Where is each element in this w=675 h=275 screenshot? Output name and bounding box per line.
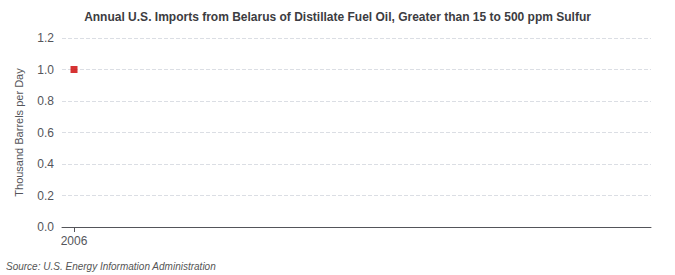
svg-text:2006: 2006 (61, 234, 88, 248)
svg-text:Annual U.S. Imports from Belar: Annual U.S. Imports from Belarus of Dist… (84, 10, 591, 24)
svg-text:1.0: 1.0 (37, 63, 54, 77)
svg-text:0.2: 0.2 (37, 189, 54, 203)
svg-text:Thousand Barrels per Day: Thousand Barrels per Day (13, 68, 25, 197)
svg-text:1.2: 1.2 (37, 31, 54, 45)
svg-text:0.0: 0.0 (37, 220, 54, 234)
svg-text:Source: U.S. Energy Informatio: Source: U.S. Energy Information Administ… (6, 261, 216, 272)
svg-text:0.8: 0.8 (37, 94, 54, 108)
svg-text:0.4: 0.4 (37, 157, 54, 171)
svg-text:0.6: 0.6 (37, 126, 54, 140)
